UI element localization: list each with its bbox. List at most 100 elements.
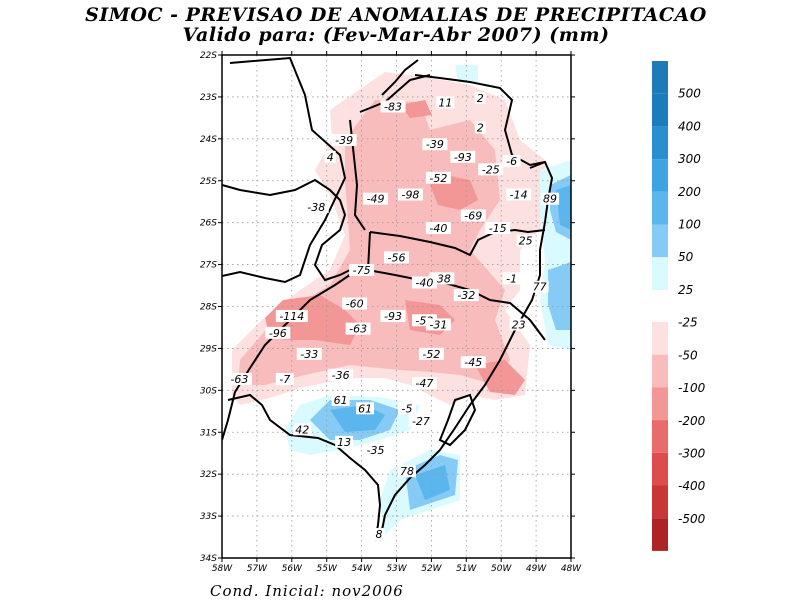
lon-tick-label: 54W — [351, 564, 372, 574]
value-label-bg — [422, 138, 448, 151]
value-label-bg — [474, 121, 486, 134]
lat-tick-label: 33S — [200, 512, 217, 522]
legend-swatch — [652, 257, 668, 290]
value-label: 25 — [519, 235, 533, 248]
value-label: -114 — [279, 310, 304, 323]
lat-tick-label: 28S — [200, 303, 217, 313]
value-label: 2 — [477, 121, 484, 134]
value-label: 8 — [376, 528, 383, 541]
value-label: -5 — [401, 402, 412, 415]
value-label: 13 — [337, 436, 351, 449]
value-label: 61 — [358, 402, 372, 415]
lon-tick-label: 52W — [421, 564, 442, 574]
value-label-bg — [485, 222, 511, 235]
lon-tick-label: 50W — [491, 564, 512, 574]
lon-tick-label: 57W — [247, 564, 268, 574]
lat-tick-label: 22S — [200, 51, 217, 61]
value-label-bg — [506, 188, 532, 201]
value-label-bg — [296, 347, 322, 360]
value-label: 11 — [438, 96, 452, 109]
legend-swatch — [652, 126, 668, 160]
legend-label: 25 — [678, 283, 693, 297]
lat-tick-label: 25S — [200, 177, 217, 187]
value-label-bg — [425, 222, 451, 235]
lon-tick-label: 49W — [526, 564, 547, 574]
value-label: 2 — [477, 92, 484, 105]
value-label-bg — [397, 402, 416, 415]
value-label-bg — [349, 263, 375, 276]
value-label-bg — [502, 272, 521, 285]
lat-tick-label: 24S — [200, 135, 217, 145]
value-label: -45 — [464, 356, 482, 369]
value-label-bg — [436, 96, 455, 109]
value-label: 78 — [400, 465, 414, 478]
uruguay-river-border — [222, 267, 361, 441]
value-label: -56 — [388, 251, 406, 264]
legend-swatch — [652, 191, 668, 225]
value-label-bg — [342, 297, 368, 310]
parana-sc-border — [369, 228, 546, 257]
legend-swatch — [652, 224, 668, 258]
value-label-bg — [453, 289, 479, 302]
value-label-bg — [293, 423, 312, 436]
lagoa-dos-patos — [438, 393, 477, 447]
legend-swatch — [652, 322, 668, 355]
value-label: 61 — [334, 394, 348, 407]
value-label-bg — [226, 372, 252, 385]
value-label: -47 — [415, 377, 433, 390]
value-label: -69 — [464, 209, 482, 222]
lat-tick-label: 34S — [200, 554, 217, 564]
lon-tick-label: 51W — [456, 564, 477, 574]
legend-label: -50 — [678, 348, 698, 362]
lat-tick-label: 32S — [200, 470, 217, 480]
lat-tick-label: 26S — [200, 219, 217, 229]
legend-label: -400 — [678, 479, 706, 493]
value-label-bg — [460, 356, 486, 369]
value-label-bg — [380, 310, 406, 323]
legend-label: 50 — [678, 250, 694, 264]
value-label-bg — [450, 150, 476, 163]
value-label: -39 — [335, 134, 353, 147]
value-label-bg — [363, 192, 389, 205]
value-label-bg — [275, 310, 308, 323]
value-label: -25 — [482, 163, 500, 176]
initial-condition-note: Cond. Inicial: nov2006 — [210, 582, 404, 600]
value-label: -63 — [230, 373, 248, 386]
lat-tick-label: 27S — [200, 261, 217, 271]
value-label-bg — [303, 201, 329, 214]
value-label: -93 — [454, 151, 472, 164]
value-label-bg — [408, 414, 434, 427]
value-label-bg — [331, 134, 357, 147]
value-label: -39 — [426, 138, 444, 151]
value-label-bg — [331, 393, 350, 406]
value-label: 4 — [327, 151, 334, 164]
legend-label: -100 — [678, 381, 706, 395]
lon-tick-label: 53W — [386, 564, 407, 574]
argentina-border — [222, 178, 361, 282]
paraguay-border — [222, 56, 347, 284]
value-label-bg — [541, 192, 560, 205]
lon-tick-label: 58W — [212, 564, 233, 574]
value-label: 42 — [295, 423, 309, 436]
value-label-bg — [478, 163, 504, 176]
value-label: -49 — [367, 193, 385, 206]
legend-swatch — [652, 93, 668, 127]
value-label-bg — [397, 465, 416, 478]
axis-layer: 22S23S24S25S26S27S28S29S30S31S32S33S34S5… — [200, 51, 582, 574]
value-label: -14 — [510, 189, 528, 202]
legend-swatch — [652, 452, 668, 486]
legend-label: 200 — [678, 185, 701, 199]
value-label: -96 — [269, 327, 287, 340]
value-label-bg — [328, 368, 354, 381]
sao-paulo-border-east — [414, 74, 546, 167]
value-label-bg — [265, 326, 291, 339]
value-labels: -83 11 22-39 -394 -93 -6-25-52-38-49 -98 -14 89-… — [226, 92, 560, 541]
value-label: -7 — [279, 373, 290, 386]
legend-swatch — [652, 61, 668, 94]
value-label: -31 — [429, 318, 447, 331]
value-label-bg — [411, 276, 437, 289]
value-label: -40 — [415, 277, 433, 290]
value-label: -32 — [457, 289, 475, 302]
value-label: 23 — [512, 318, 526, 331]
